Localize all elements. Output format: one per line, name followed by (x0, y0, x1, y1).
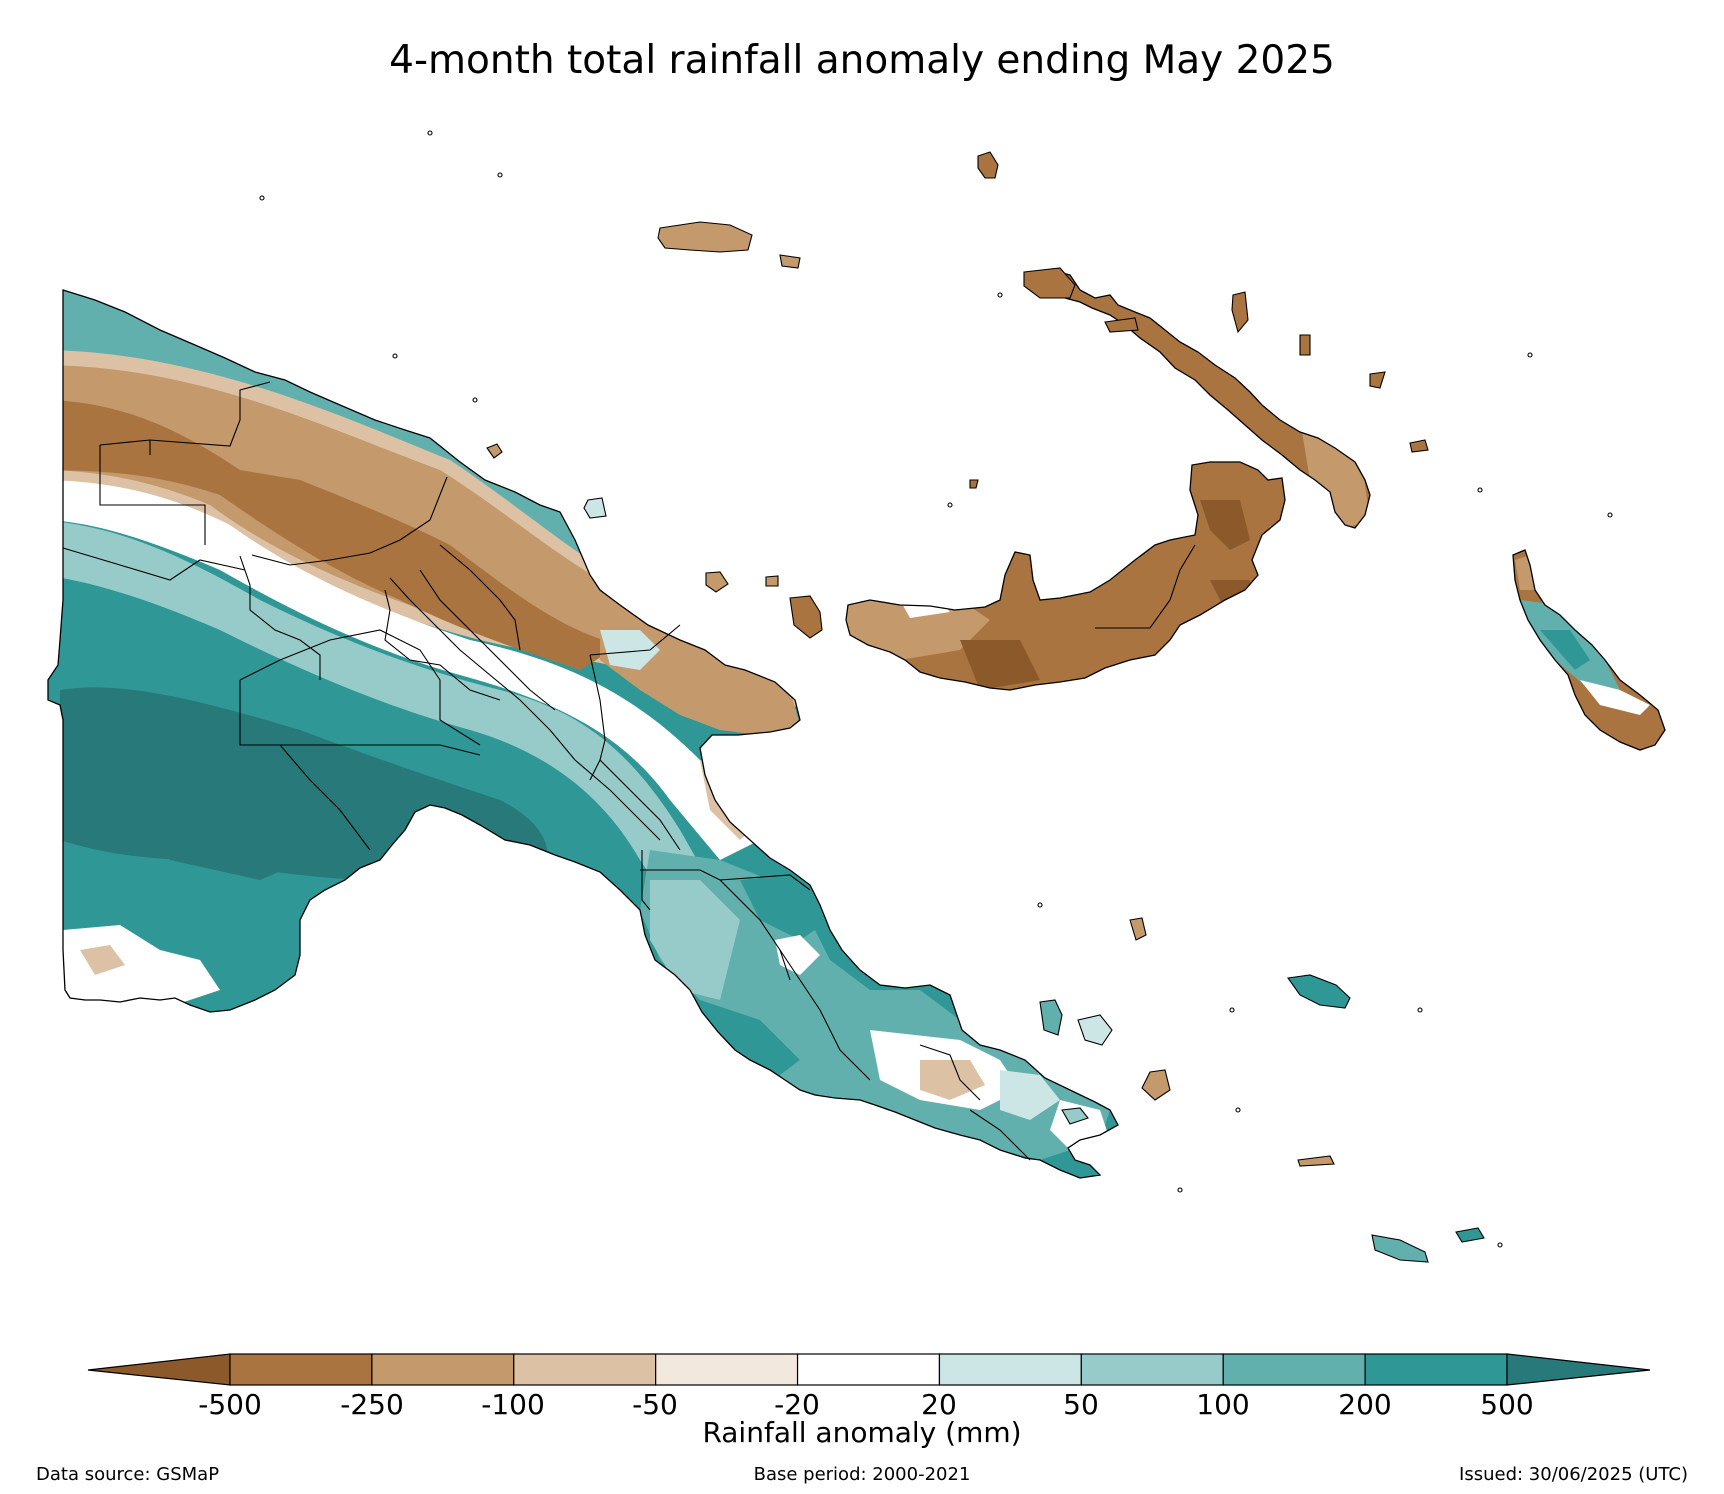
colorbar-tick: 20 (921, 1388, 957, 1421)
colorbar-box (655, 1353, 799, 1386)
colorbar-boxes (229, 1353, 1508, 1386)
colorbar-tick: 500 (1480, 1388, 1534, 1421)
colorbar-box (938, 1353, 1082, 1386)
colorbar-tick: -50 (632, 1388, 678, 1421)
colorbar-lower-extend (87, 1353, 231, 1386)
province-borders (62, 381, 1031, 1161)
colorbar-box (513, 1353, 657, 1386)
colorbar-box (796, 1353, 941, 1386)
colorbar-box (1222, 1353, 1366, 1386)
colorbar-tick: -500 (198, 1388, 262, 1421)
colorbar-tick: -100 (481, 1388, 545, 1421)
colorbar-tick: 50 (1063, 1388, 1099, 1421)
map-title: 4-month total rainfall anomaly ending Ma… (389, 38, 1335, 83)
colorbar-label: Rainfall anomaly (mm) (702, 1416, 1022, 1449)
base-period-note: Base period: 2000-2021 (753, 1464, 971, 1485)
colorbar-box (1364, 1353, 1508, 1386)
data-source-note: Data source: GSMaP (36, 1464, 220, 1485)
colorbar-box (229, 1353, 373, 1386)
colorbar-box (1080, 1353, 1224, 1386)
colorbar-tick: -250 (340, 1388, 404, 1421)
issued-date-note: Issued: 30/06/2025 (UTC) (1459, 1464, 1688, 1485)
colorbar-upper-extend (1506, 1353, 1651, 1386)
colorbar-box (371, 1353, 515, 1386)
minor-islands (259, 130, 1613, 1263)
colorbar-tick: 200 (1338, 1388, 1392, 1421)
colorbar-tick: -20 (774, 1388, 820, 1421)
colorbar-tick: 100 (1196, 1388, 1250, 1421)
